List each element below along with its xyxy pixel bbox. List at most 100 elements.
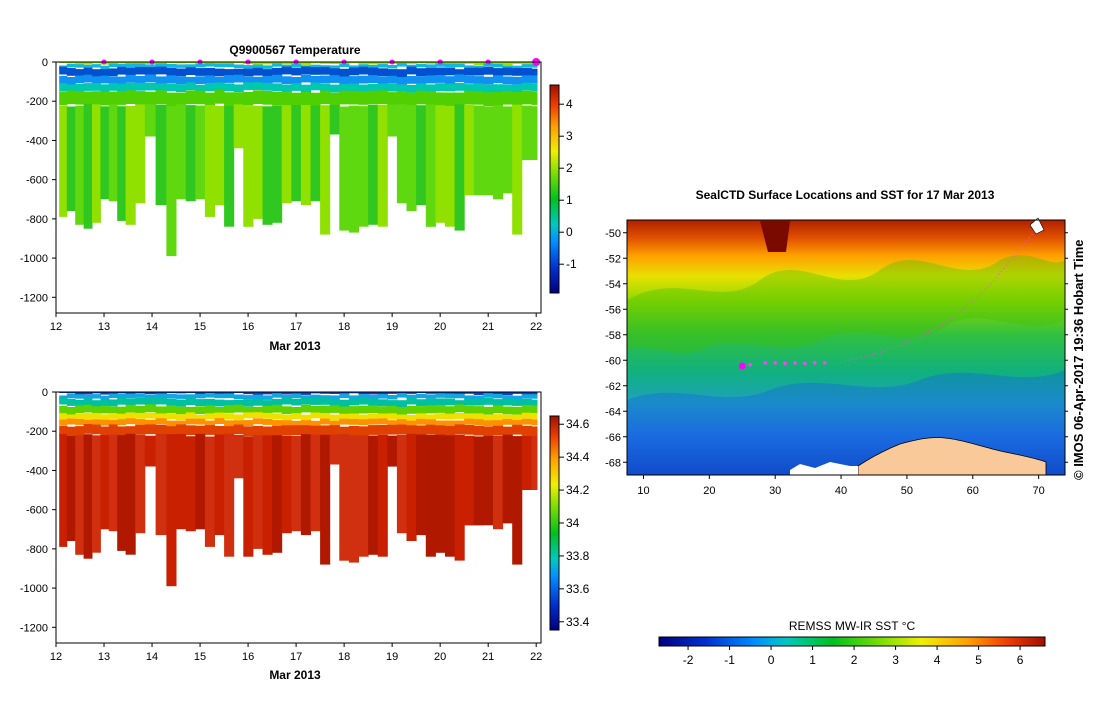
profile-cell (483, 406, 494, 415)
x-tick-label: 18 (338, 651, 350, 663)
profile-cell (144, 394, 157, 399)
temperature-plot-frame (55, 61, 542, 314)
profile-column (92, 392, 101, 553)
profile-cell (368, 75, 379, 84)
profile-cell (320, 62, 331, 64)
profile-cell (531, 83, 538, 91)
sst-front (627, 255, 1065, 353)
profile-cell (531, 75, 538, 84)
profile-cell (281, 425, 292, 436)
profile-cell (75, 392, 85, 396)
profile-cell (387, 92, 398, 106)
profile-cell (135, 91, 146, 105)
profile-column (243, 62, 254, 227)
x-tick-label: 20 (434, 321, 446, 333)
colorbar-tick-label: 4 (566, 97, 573, 111)
profile-cell (396, 419, 407, 425)
profile-cell (108, 76, 118, 85)
profile-cell (100, 84, 110, 93)
profile-cell (185, 76, 196, 85)
temperature-y-axis: 0 -200 -400 -600 -800 -1000 -1200 (20, 57, 56, 304)
profile-cell (195, 433, 206, 530)
profile-column (252, 392, 263, 549)
profile-cell (117, 419, 127, 426)
profile-cell (243, 399, 254, 407)
profile-cell (348, 65, 359, 69)
lon-tick-label: 40 (835, 485, 847, 497)
profile-cell (493, 63, 504, 68)
profile-cell (348, 395, 359, 400)
profile-cell (272, 67, 283, 76)
profile-cell (339, 399, 350, 407)
profile-cell (233, 404, 244, 413)
profile-cell (300, 425, 311, 435)
x-tick-label: 20 (434, 651, 446, 663)
profile-cell (310, 398, 321, 405)
profile-cell (454, 69, 465, 77)
profile-cell (214, 63, 225, 68)
profile-cell (483, 435, 494, 526)
profile-cell (195, 392, 206, 396)
profile-column (464, 62, 475, 196)
profile-cell (483, 92, 494, 106)
profile-cell (310, 412, 321, 419)
profile-cell (387, 420, 398, 427)
profile-column (387, 62, 398, 137)
profile-cell (483, 397, 494, 405)
profile-column (166, 392, 177, 587)
x-tick-label: 17 (290, 321, 302, 333)
profile-cell (416, 68, 427, 76)
profile-cell (195, 418, 206, 425)
profile-cell (224, 63, 235, 68)
profile-cell (176, 406, 187, 415)
profile-cell (281, 105, 292, 204)
profile-column (185, 62, 196, 202)
profile-cell (176, 104, 187, 200)
profile-cell (445, 62, 456, 64)
profile-cell (176, 92, 187, 107)
profile-cell (368, 65, 379, 69)
profile-cell (493, 68, 504, 76)
profile-cell (281, 420, 292, 427)
profile-cell (144, 392, 157, 394)
profile-cell (435, 92, 446, 107)
profile-column (214, 392, 225, 536)
profile-cell (281, 84, 292, 93)
profile-cell (233, 435, 244, 479)
profile-cell (92, 400, 101, 408)
profile-cell (310, 64, 321, 69)
profile-cell (176, 68, 187, 77)
profile-cell (281, 64, 292, 69)
profile-column (435, 62, 446, 223)
profile-cell (195, 406, 206, 415)
profile-cell (262, 392, 273, 395)
profile-cell (291, 392, 302, 395)
profile-cell (144, 404, 157, 413)
profile-cell (348, 413, 359, 420)
profile-cell (483, 66, 494, 75)
profile-cell (75, 394, 85, 399)
profile-column (243, 392, 254, 557)
profile-cell (214, 82, 225, 91)
profile-cell (100, 75, 110, 84)
profile-cell (185, 67, 196, 75)
profile-column (425, 392, 436, 557)
profile-cell (358, 91, 369, 105)
x-tick-label: 16 (242, 321, 254, 333)
profile-cell (348, 67, 359, 76)
profile-cell (300, 404, 311, 413)
profile-cell (339, 76, 350, 85)
sst-field (627, 220, 1065, 475)
profile-cell (214, 105, 225, 206)
profile-cell (502, 84, 513, 93)
profile-cell (155, 104, 167, 206)
profile-cell (135, 104, 146, 204)
profile-cell (502, 434, 513, 524)
profile-cell (531, 106, 538, 160)
profile-cell (329, 104, 340, 135)
profile-cell (59, 75, 68, 84)
imos-credit: © IMOS 06-Apr-2017 19:36 Hobart Time (1071, 239, 1086, 480)
profile-cell (185, 62, 196, 64)
profile-cell (155, 406, 167, 415)
profile-cell (185, 418, 196, 425)
